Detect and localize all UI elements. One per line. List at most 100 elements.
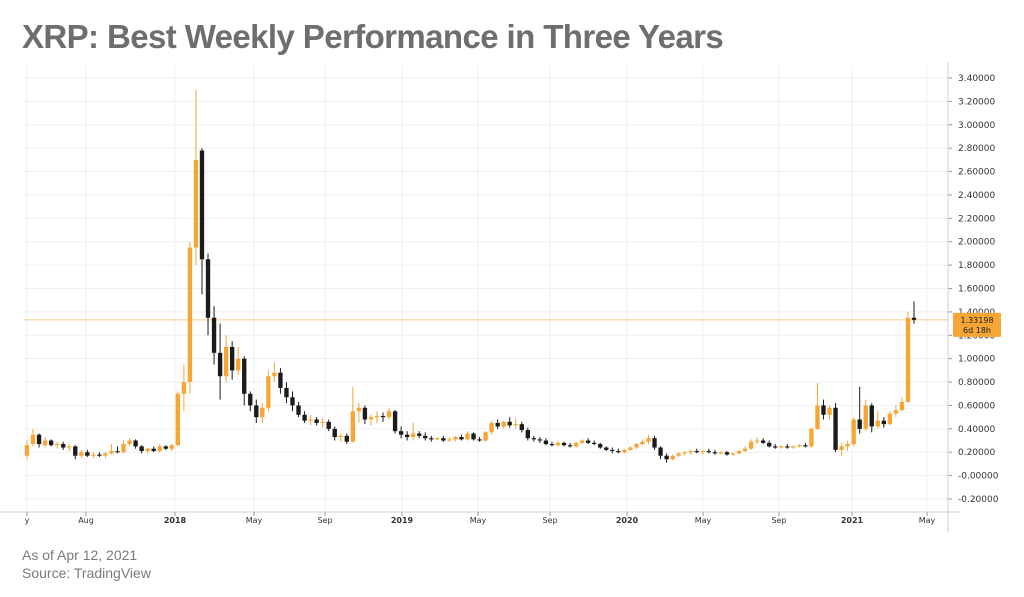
date-note: As of Apr 12, 2021: [22, 547, 138, 563]
y-tick-label: 1.60000: [958, 285, 995, 295]
x-tick-label: May: [919, 516, 936, 525]
candle-body: [314, 419, 319, 423]
candles: [24, 89, 917, 463]
candle: [423, 432, 428, 441]
candle-body: [211, 317, 217, 353]
candle: [272, 362, 277, 383]
y-tick-label: -0.00000: [958, 472, 999, 482]
candle-body: [441, 438, 446, 441]
candle: [229, 341, 235, 380]
candle-body: [833, 407, 838, 450]
y-tick-label: 3.40000: [958, 74, 995, 84]
countdown-label: 6d 18h: [963, 326, 991, 335]
candle: [91, 452, 96, 459]
candle-body: [815, 405, 820, 429]
candle: [676, 452, 681, 457]
candle-body: [411, 433, 416, 438]
candle-body: [290, 397, 295, 406]
candle: [670, 454, 675, 461]
candle-body: [905, 317, 911, 402]
candle-body: [30, 434, 36, 445]
candle-body: [423, 435, 428, 439]
y-tick-label: 3.20000: [958, 97, 995, 107]
candle-body: [567, 445, 573, 447]
candle: [573, 441, 579, 448]
candle: [326, 419, 331, 432]
candle: [567, 442, 573, 448]
candle-body: [881, 420, 887, 425]
candle-body: [477, 439, 482, 441]
candle-body: [827, 407, 832, 415]
candle-body: [543, 440, 549, 445]
x-tick-label: y: [25, 516, 30, 525]
candle-body: [67, 446, 72, 448]
candle: [404, 431, 410, 441]
candle: [85, 449, 90, 457]
y-tick-label: 3.00000: [958, 121, 995, 131]
candle-body: [670, 455, 675, 460]
candle: [163, 445, 168, 450]
candle: [61, 441, 66, 450]
candle: [314, 417, 319, 426]
candle: [199, 148, 205, 295]
candle-body: [157, 446, 162, 452]
candle-body: [278, 372, 283, 388]
candle-body: [326, 421, 331, 429]
candle-body: [646, 438, 651, 442]
candle: [145, 447, 150, 454]
source-note: Source: TradingView: [22, 565, 151, 581]
candle: [411, 422, 416, 441]
candle: [465, 431, 470, 441]
candle-body: [525, 430, 530, 439]
gridlines: [24, 66, 948, 512]
candle: [513, 418, 518, 429]
x-tick-label: 2018: [164, 516, 187, 525]
candle-body: [628, 447, 633, 450]
candle: [374, 411, 380, 423]
y-tick-label: 2.40000: [958, 191, 995, 201]
candle: [537, 437, 543, 443]
candle: [242, 356, 247, 406]
candle-body: [869, 405, 874, 427]
candle: [863, 399, 868, 432]
candlestick-chart: 3.40000 3.20000 3.00000 2.80000 2.60000 2.400…: [0, 62, 1001, 532]
candle: [875, 411, 880, 429]
candle: [881, 417, 887, 428]
candle-body: [537, 439, 543, 441]
candle: [610, 447, 615, 454]
candle-body: [223, 346, 229, 377]
candle-body: [115, 451, 120, 453]
candle: [767, 440, 772, 448]
candle: [495, 419, 500, 429]
candle-body: [266, 376, 271, 408]
x-tick-label: Sep: [317, 516, 332, 525]
x-tick-label: May: [246, 516, 263, 525]
candle-body: [380, 415, 386, 418]
candle-body: [109, 451, 114, 454]
candle-body: [254, 405, 259, 418]
candle: [54, 441, 60, 449]
candle-body: [579, 440, 585, 443]
y-tick-label: 0.20000: [958, 448, 995, 458]
candle: [368, 414, 374, 426]
candle: [543, 438, 549, 446]
candle: [36, 433, 42, 448]
candle: [205, 253, 211, 336]
candle: [459, 434, 464, 441]
candle: [809, 427, 814, 448]
candle: [857, 386, 862, 434]
candle-body: [272, 372, 277, 377]
candle: [278, 368, 283, 394]
candle-body: [248, 393, 253, 406]
candle-body: [610, 449, 615, 452]
candle-body: [640, 441, 645, 445]
candle-body: [459, 437, 464, 440]
candle: [712, 449, 718, 455]
candle-body: [187, 247, 193, 383]
candle: [694, 448, 699, 454]
candle-body: [531, 438, 537, 440]
y-tick-label: 0.80000: [958, 378, 995, 388]
y-tick-label: 0.40000: [958, 425, 995, 435]
x-axis: y Aug 2018 May Sep 2019 May Sep 2020 May Sep 2021 Ma…: [0, 511, 960, 525]
candle: [302, 411, 307, 423]
